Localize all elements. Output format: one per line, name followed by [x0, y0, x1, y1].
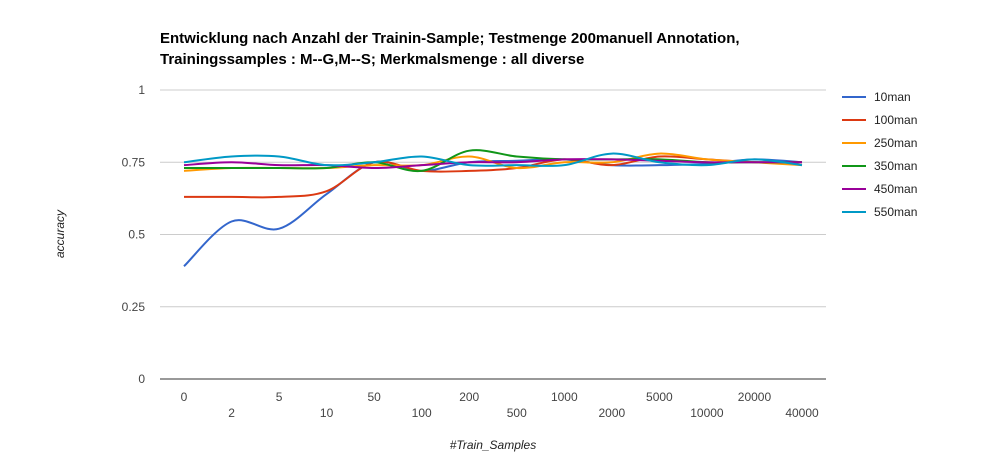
x-tick-label: 50 — [367, 390, 381, 404]
chart-title-line-1: Entwicklung nach Anzahl der Trainin-Samp… — [160, 30, 740, 47]
x-tick-label: 40000 — [785, 406, 819, 420]
chart-title: Entwicklung nach Anzahl der Trainin-Samp… — [160, 28, 860, 70]
x-tick-label: 1000 — [551, 390, 578, 404]
x-axis-title: #Train_Samples — [450, 438, 536, 452]
legend-label-250man: 250man — [874, 136, 917, 150]
x-tick-label: 20000 — [738, 390, 772, 404]
x-tick-label: 100 — [412, 406, 432, 420]
y-axis-title: accuracy — [53, 209, 67, 258]
x-tick-label: 0 — [181, 390, 188, 404]
legend-label-10man: 10man — [874, 90, 911, 104]
series-line-450man — [183, 158, 802, 170]
x-axis-ticks: 0 2 5 10 50 100 200 500 1000 2000 5000 10000 20000 40… — [181, 390, 819, 420]
y-tick-label: 0.75 — [122, 155, 146, 169]
series-lines — [183, 149, 803, 268]
legend-label-350man: 350man — [874, 159, 917, 173]
y-tick-label: 0.5 — [128, 228, 145, 242]
legend-label-100man: 100man — [874, 113, 917, 127]
y-tick-label: 1 — [138, 83, 145, 97]
y-tick-label: 0 — [138, 372, 145, 386]
x-tick-label: 200 — [459, 390, 479, 404]
x-tick-label: 2000 — [598, 406, 625, 420]
series-line-550man — [183, 152, 803, 167]
x-tick-label: 10000 — [690, 406, 724, 420]
legend-label-550man: 550man — [874, 205, 917, 219]
x-tick-label: 10 — [320, 406, 334, 420]
legend: 10man 100man 250man 350man 450man 550man — [842, 90, 917, 219]
x-tick-label: 2 — [228, 406, 235, 420]
x-tick-label: 5000 — [646, 390, 673, 404]
legend-label-450man: 450man — [874, 182, 917, 196]
x-tick-label: 500 — [507, 406, 527, 420]
chart-title-line-2: Trainingssamples : M--G,M--S; Merkmalsme… — [160, 51, 585, 68]
y-tick-label: 0.25 — [122, 300, 146, 314]
series-line-10man — [183, 158, 803, 268]
x-tick-label: 5 — [276, 390, 283, 404]
gridlines — [160, 89, 826, 380]
y-axis-ticks: 0 0.25 0.5 0.75 1 — [122, 83, 146, 386]
